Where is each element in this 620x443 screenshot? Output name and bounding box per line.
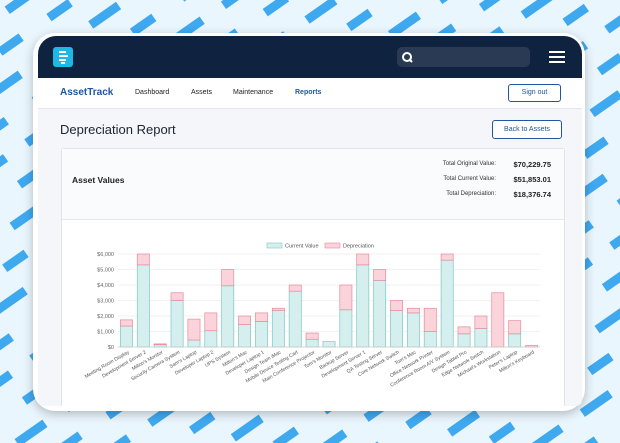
y-tick-label: $5,000 bbox=[97, 268, 114, 274]
bar-segment bbox=[305, 338, 319, 348]
bar-segment bbox=[221, 269, 235, 287]
bar-segment bbox=[288, 290, 302, 348]
bar-segment bbox=[204, 312, 218, 332]
logo-icon bbox=[59, 51, 68, 64]
nav-link[interactable]: Assets bbox=[191, 89, 213, 96]
y-tick-label: $0 bbox=[108, 345, 114, 351]
bar-segment bbox=[440, 259, 454, 348]
bar-segment bbox=[221, 285, 235, 348]
legend-label: Depreciation bbox=[343, 244, 374, 250]
bar-segment bbox=[136, 253, 150, 266]
bar-segment bbox=[305, 332, 319, 340]
sign-out-button[interactable]: Sign out bbox=[508, 84, 561, 102]
brand[interactable]: AssetTrack bbox=[60, 87, 114, 98]
summary-label: Total Depreciation: bbox=[446, 191, 496, 197]
top-bar bbox=[38, 36, 582, 78]
summary-value: $51,853.01 bbox=[513, 175, 551, 184]
bar-segment bbox=[120, 325, 133, 348]
back-button[interactable]: Back to Assets bbox=[492, 120, 562, 139]
menu-icon[interactable] bbox=[548, 49, 566, 65]
bar-segment bbox=[406, 312, 420, 348]
bar-segment bbox=[187, 318, 201, 341]
bar-segment bbox=[373, 280, 387, 348]
card-header: Asset Values Total Original Value: $70,2… bbox=[62, 149, 564, 220]
legend-swatch bbox=[324, 242, 341, 249]
legend-label: Current Value bbox=[285, 244, 319, 250]
bar-segment bbox=[440, 253, 454, 261]
chart: $0 $1,000 $2,000 $3,000 $4,000 $5,000 $6,000 Cu… bbox=[84, 242, 540, 389]
bar-segment bbox=[406, 307, 420, 314]
bar-segment bbox=[271, 310, 285, 348]
bar-segment bbox=[508, 320, 522, 335]
bar-segment bbox=[271, 307, 285, 311]
bar-segment bbox=[339, 309, 353, 348]
bar-segment bbox=[238, 315, 252, 325]
bar-segment bbox=[187, 339, 201, 348]
bar-segment bbox=[491, 292, 505, 348]
search-icon bbox=[402, 52, 413, 63]
y-tick-label: $2,000 bbox=[97, 314, 114, 320]
nav-bar: AssetTrack Dashboard Assets Maintenance … bbox=[38, 78, 582, 109]
nav-link[interactable]: Dashboard bbox=[135, 89, 170, 96]
legend-swatch bbox=[266, 242, 283, 249]
nav-link-active[interactable]: Reports bbox=[295, 89, 322, 96]
bar-segment bbox=[288, 284, 302, 292]
y-tick-label: $1,000 bbox=[97, 330, 114, 336]
bar-segment bbox=[356, 253, 370, 266]
bar-segment bbox=[170, 300, 184, 348]
bar-segment bbox=[373, 269, 387, 281]
app-screen: AssetTrack Dashboard Assets Maintenance … bbox=[38, 36, 582, 406]
summary-label: Total Current Value: bbox=[443, 176, 496, 182]
bar-segment bbox=[136, 264, 150, 348]
summary-value: $70,229.75 bbox=[513, 160, 551, 169]
bar-segment bbox=[255, 312, 268, 322]
card-title: Asset Values bbox=[72, 175, 125, 185]
bar-segment bbox=[508, 333, 522, 348]
bar-segment bbox=[339, 284, 353, 311]
y-tick-label: $4,000 bbox=[97, 283, 114, 289]
summary-value: $18,376.74 bbox=[513, 190, 551, 199]
report-card: Asset Values Total Original Value: $70,2… bbox=[61, 148, 565, 406]
bar-segment bbox=[457, 326, 471, 335]
bar-segment bbox=[390, 310, 403, 348]
bar-segment bbox=[238, 324, 252, 348]
bar-segment bbox=[322, 341, 336, 348]
bar-segment bbox=[423, 307, 437, 332]
bar-segment bbox=[170, 292, 184, 301]
bar-segment bbox=[356, 264, 370, 348]
bar-segment bbox=[474, 315, 488, 329]
bar-segment bbox=[120, 319, 133, 327]
page-title: Depreciation Report bbox=[60, 122, 176, 137]
summary-label: Total Original Value: bbox=[442, 161, 496, 167]
bar-segment bbox=[255, 321, 268, 348]
bar-segment bbox=[423, 331, 437, 348]
y-tick-label: $3,000 bbox=[97, 299, 114, 305]
bar-segment bbox=[457, 333, 471, 348]
bar-segment bbox=[474, 328, 488, 348]
bar-segment bbox=[204, 330, 218, 348]
nav-link[interactable]: Maintenance bbox=[233, 89, 274, 96]
search-box[interactable] bbox=[397, 47, 530, 67]
logo[interactable] bbox=[53, 47, 73, 67]
bar-segment bbox=[390, 300, 403, 311]
y-tick-label: $6,000 bbox=[97, 252, 114, 258]
bar-segment bbox=[153, 343, 167, 346]
